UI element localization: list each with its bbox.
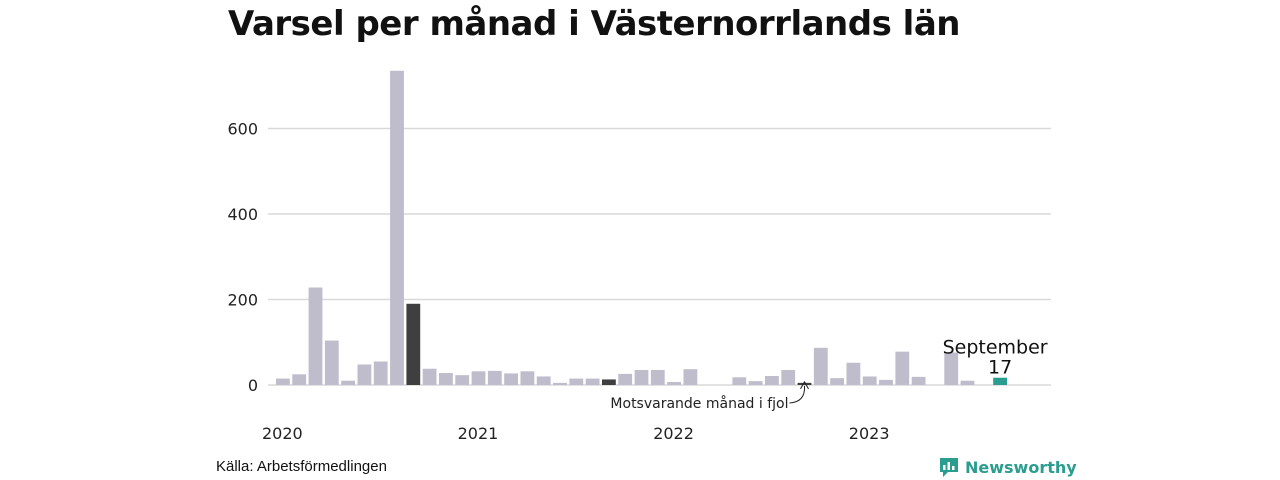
bar	[618, 373, 633, 385]
bar	[602, 379, 616, 385]
bar	[683, 369, 698, 385]
bar	[569, 378, 584, 385]
bar	[765, 376, 779, 385]
bar	[585, 378, 600, 385]
bar	[813, 347, 828, 385]
bar	[748, 381, 763, 385]
bar	[324, 340, 339, 385]
bar	[895, 351, 910, 385]
bar	[553, 382, 567, 385]
bar	[667, 382, 681, 385]
highlight-month-label: September	[943, 337, 1048, 359]
newsworthy-logo-icon	[940, 458, 958, 477]
bar	[292, 374, 307, 385]
bar	[504, 373, 518, 385]
y-axis-ticks: 0 200 400 600	[227, 120, 258, 396]
bar	[357, 364, 372, 385]
x-tick-label: 2023	[849, 424, 890, 443]
brand[interactable]: Newsworthy	[938, 456, 1077, 478]
bar	[487, 370, 502, 385]
previous-year-note: Motsvarande månad i fjol	[610, 395, 788, 412]
bar	[797, 382, 812, 385]
bar	[879, 379, 893, 385]
x-tick-label: 2021	[458, 424, 499, 443]
chart-title: Varsel per månad i Västernorrlands län	[228, 4, 960, 44]
bar	[732, 377, 747, 385]
bar	[439, 373, 453, 385]
note-arrowhead	[800, 380, 809, 390]
highlight-value-label: 17	[988, 357, 1012, 379]
x-tick-label: 2020	[262, 424, 303, 443]
bar	[536, 376, 551, 385]
x-tick-label: 2022	[653, 424, 694, 443]
bar	[781, 370, 796, 385]
bar	[373, 361, 388, 385]
bar	[406, 303, 421, 385]
bar	[422, 368, 437, 385]
y-tick-label: 600	[227, 120, 258, 139]
bar	[390, 70, 404, 385]
gridlines	[268, 127, 1051, 386]
y-tick-label: 0	[248, 376, 258, 395]
note-arrow	[789, 385, 806, 404]
bar	[911, 376, 926, 385]
bar	[471, 371, 486, 385]
y-tick-label: 200	[227, 291, 258, 310]
bar	[993, 377, 1007, 385]
bar	[650, 370, 665, 385]
bar	[830, 378, 844, 385]
bar	[862, 376, 877, 385]
bars	[276, 70, 1007, 385]
x-axis-year-labels: 2020 2021 2022 2023	[262, 424, 890, 443]
brand-name: Newsworthy	[965, 457, 1077, 477]
bar	[634, 370, 649, 385]
bar	[520, 371, 535, 385]
bar	[308, 287, 323, 385]
y-tick-label: 400	[227, 205, 258, 224]
bar	[276, 378, 290, 385]
bar	[944, 352, 959, 385]
bar	[846, 362, 861, 385]
bar	[455, 375, 470, 385]
bar	[341, 380, 355, 385]
bar	[960, 380, 975, 385]
source-label: Källa: Arbetsförmedlingen	[216, 458, 387, 475]
